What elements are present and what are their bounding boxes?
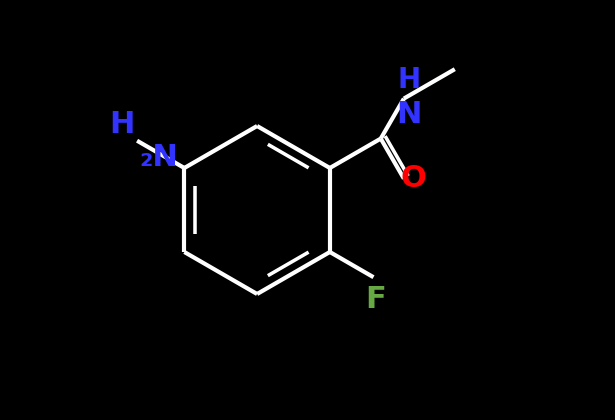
Text: F: F — [365, 285, 386, 314]
Text: O: O — [400, 164, 426, 193]
Text: N: N — [396, 100, 422, 129]
Text: ₂N: ₂N — [139, 143, 178, 172]
Text: H: H — [109, 110, 135, 139]
Text: H: H — [397, 66, 421, 94]
